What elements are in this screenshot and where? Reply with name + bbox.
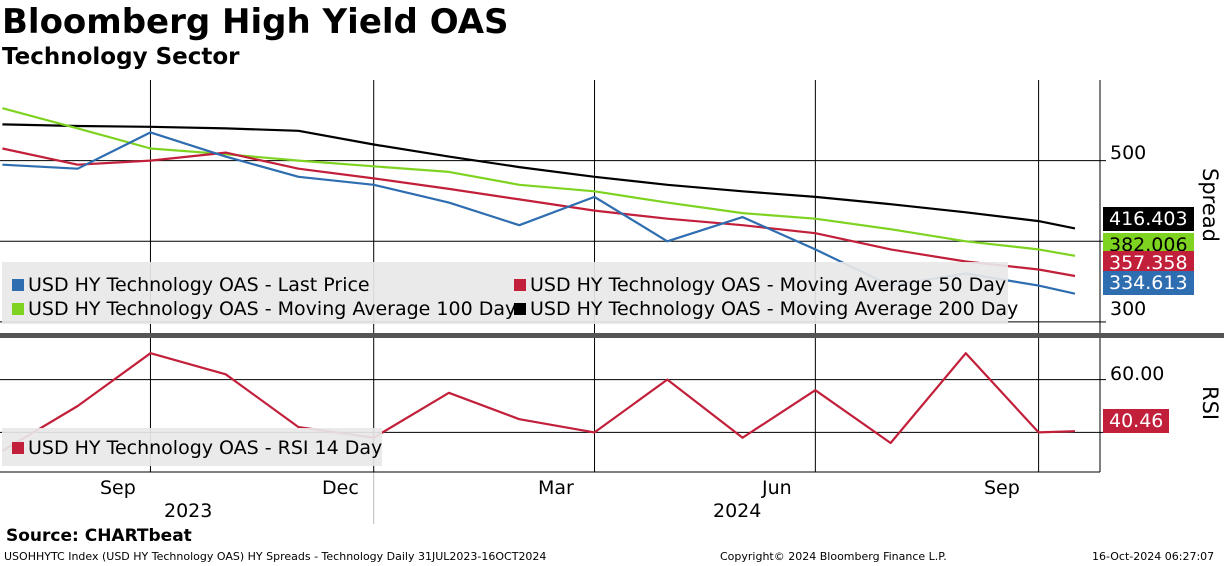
x-tick-dec-2023: Dec — [322, 477, 359, 499]
legend-item-ma200: USD HY Technology OAS - Moving Average 2… — [514, 298, 1018, 320]
copyright: Copyright© 2024 Bloomberg Finance L.P. — [720, 550, 947, 563]
legend-item-ma100: USD HY Technology OAS - Moving Average 1… — [12, 298, 516, 320]
legend-swatch-rsi — [12, 442, 24, 454]
legend-swatch-last-price — [12, 279, 24, 291]
last-value-tag-last-price: 334.613 — [1103, 271, 1194, 295]
legend-label-rsi: USD HY Technology OAS - RSI 14 Day — [28, 437, 383, 459]
x-tick-sep-2024: Sep — [984, 477, 1020, 499]
timestamp: 16-Oct-2024 06:27:07 — [1092, 550, 1215, 563]
panel-separator — [0, 333, 1224, 338]
x-tick-mar-2024: Mar — [538, 477, 574, 499]
chart-subtitle: Technology Sector — [2, 44, 240, 70]
chart-title: Bloomberg High Yield OAS — [2, 2, 509, 42]
legend-label-ma50: USD HY Technology OAS - Moving Average 5… — [530, 274, 1007, 296]
y-tick-500: 500 — [1110, 142, 1147, 164]
y-tick-300: 300 — [1110, 298, 1147, 320]
x-year-2023: 2023 — [164, 500, 213, 522]
legend-swatch-ma100 — [12, 303, 24, 315]
rsi-legend — [2, 428, 382, 466]
ticker-line: USOHHYTC Index (USD HY Technology OAS) H… — [4, 550, 547, 563]
last-value-tag-rsi: 40.46 — [1103, 409, 1170, 433]
rsi-tick-60: 60.00 — [1110, 363, 1165, 385]
legend-item-last-price: USD HY Technology OAS - Last Price — [12, 274, 370, 296]
legend-label-last-price: USD HY Technology OAS - Last Price — [28, 274, 370, 296]
legend-label-ma200: USD HY Technology OAS - Moving Average 2… — [530, 298, 1019, 320]
source-note: Source: CHARTbeat — [6, 526, 192, 546]
rsi-axis-title: RSI — [1198, 386, 1222, 421]
spread-legend — [2, 262, 1008, 324]
spread-series-ma200 — [2, 123, 1076, 230]
spread-axis-title: Spread — [1198, 168, 1222, 242]
x-year-2024: 2024 — [713, 500, 762, 522]
legend-item-rsi: USD HY Technology OAS - RSI 14 Day — [12, 437, 382, 459]
x-tick-jun-2024: Jun — [762, 477, 792, 499]
legend-swatch-ma50 — [514, 279, 526, 291]
rsi-series — [1, 352, 1076, 452]
spread-series-ma100 — [2, 107, 1076, 257]
x-tick-sep-2023: Sep — [100, 477, 136, 499]
legend-swatch-ma200 — [514, 303, 526, 315]
legend-label-ma100: USD HY Technology OAS - Moving Average 1… — [28, 298, 517, 320]
spread-series-ma50 — [2, 147, 1076, 278]
last-value-tag-ma200: 416.403 — [1103, 207, 1194, 231]
legend-item-ma50: USD HY Technology OAS - Moving Average 5… — [514, 274, 1006, 296]
